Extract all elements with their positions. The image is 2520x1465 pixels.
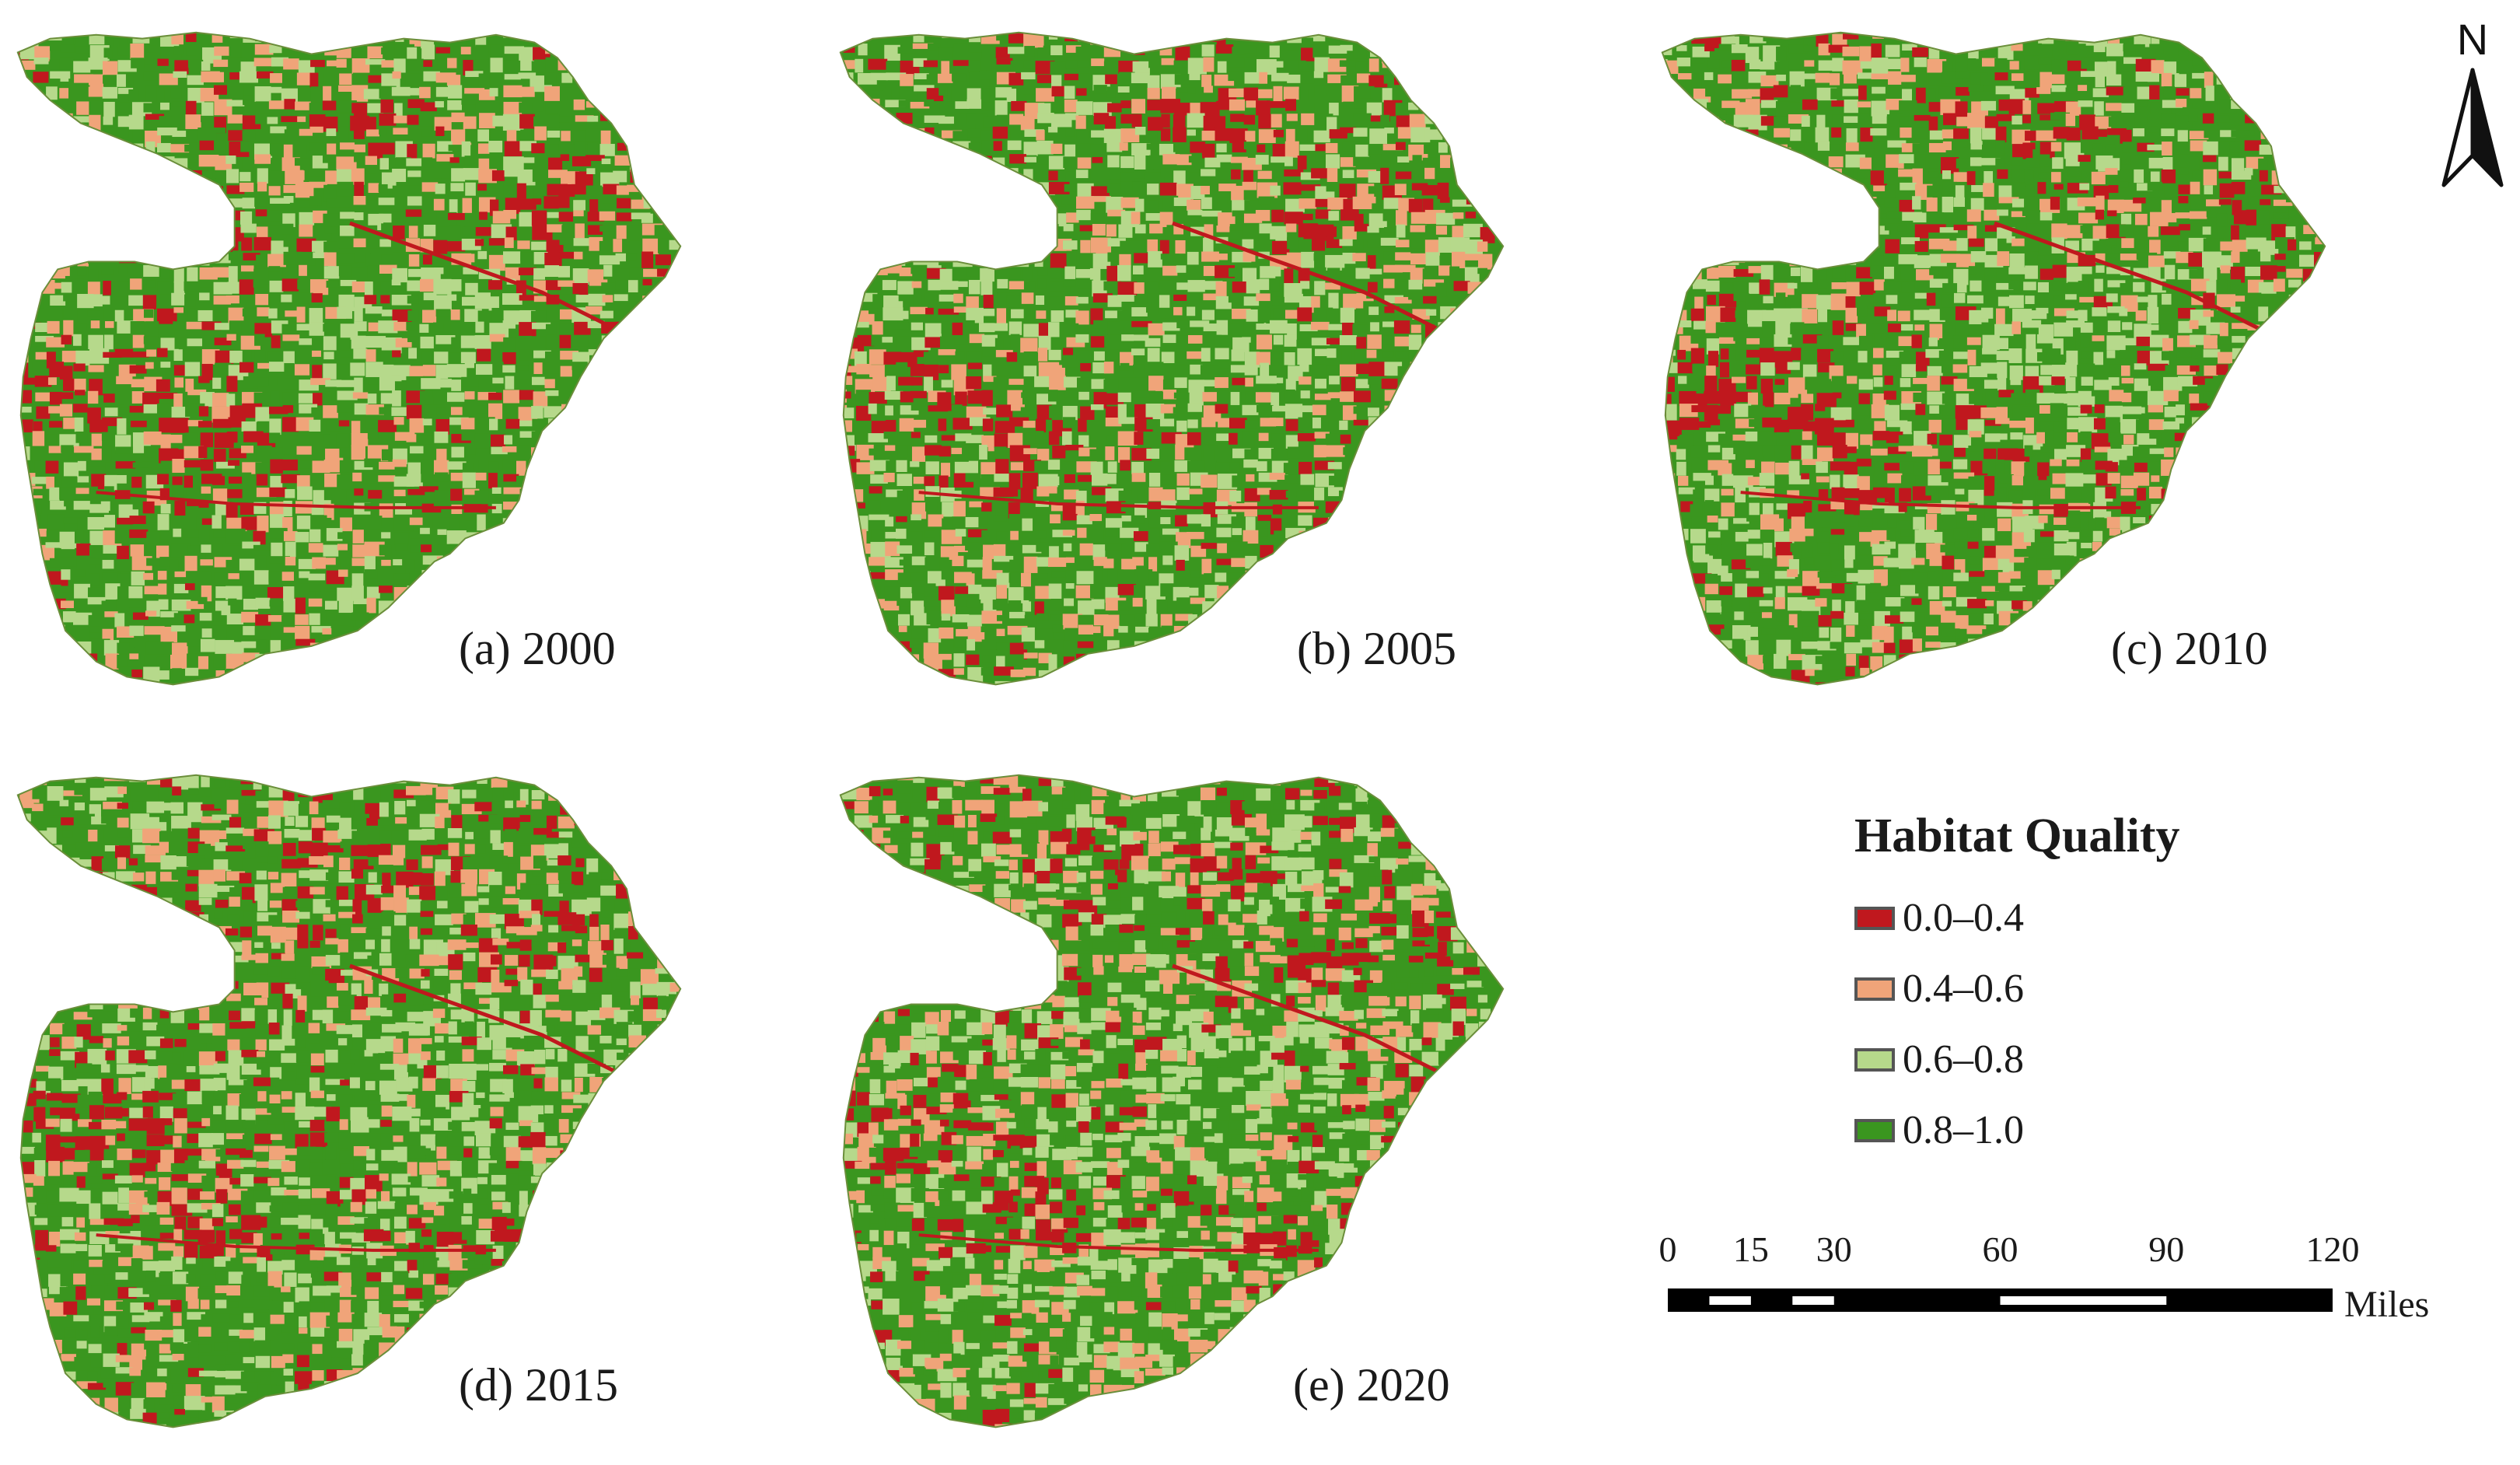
legend-swatch (1854, 906, 1895, 930)
habitat-quality-raster (17, 774, 681, 1428)
scale-bar-graphic (1668, 1288, 2333, 1312)
scale-tick-label: 120 (2305, 1229, 2360, 1269)
north-arrow-icon: N (2441, 16, 2504, 187)
region-boundary (16, 31, 682, 686)
region-boundary (1661, 31, 2326, 686)
habitat-quality-raster (840, 774, 1504, 1428)
panel-caption: (e) 2020 (1293, 1359, 1450, 1411)
legend-swatch (1854, 1047, 1895, 1072)
map-panel-2010: (c) 2010 (1644, 16, 2344, 708)
panel-caption: (d) 2015 (459, 1359, 618, 1411)
map-panel-2020: (e) 2020 (823, 758, 1522, 1450)
scale-tick-label: 30 (1816, 1229, 1852, 1269)
scale-bar-segment (1709, 1296, 1751, 1305)
habitat-map (16, 774, 682, 1428)
scale-bar: 0 15 30 60 90 120 Miles (1656, 1229, 2449, 1330)
legend-swatch (1854, 1118, 1895, 1142)
region-boundary (839, 31, 1505, 686)
legend: Habitat Quality 0.0–0.4 0.4–0.6 0.6–0.8 … (1854, 809, 2290, 1166)
habitat-map (1661, 31, 2326, 686)
region-boundary (16, 774, 682, 1428)
legend-label: 0.4–0.6 (1903, 967, 2024, 1011)
map-panel-2005: (b) 2005 (823, 16, 1522, 708)
legend-swatch (1854, 977, 1895, 1001)
panel-caption: (c) 2010 (2111, 623, 2268, 674)
legend-label: 0.8–1.0 (1903, 1108, 2024, 1152)
scale-unit: Miles (2344, 1284, 2430, 1325)
map-panel-2015: (d) 2015 (0, 758, 700, 1450)
habitat-quality-raster (1662, 32, 2326, 685)
habitat-quality-raster (840, 32, 1504, 685)
scale-tick-label: 60 (1982, 1229, 2018, 1269)
map-panel-2000: (a) 2000 (0, 16, 700, 708)
habitat-map (839, 774, 1505, 1428)
legend-title: Habitat Quality (1854, 809, 2180, 862)
scale-tick-label: 0 (1658, 1229, 1677, 1269)
legend-label: 0.0–0.4 (1903, 896, 2024, 940)
habitat-map (839, 31, 1505, 686)
legend-item: 0.8–1.0 (1854, 1095, 2290, 1166)
scale-tick-label: 15 (1732, 1229, 1769, 1269)
legend-item: 0.0–0.4 (1854, 883, 2290, 953)
scale-bar-segment (1792, 1296, 1834, 1305)
panel-caption: (b) 2005 (1297, 623, 1456, 674)
legend-item: 0.4–0.6 (1854, 953, 2290, 1024)
habitat-quality-raster (17, 32, 681, 685)
panel-caption: (a) 2000 (459, 623, 616, 674)
habitat-map (16, 31, 682, 686)
scale-bar-segment (2000, 1296, 2167, 1305)
legend-label: 0.6–0.8 (1903, 1037, 2024, 1082)
north-label: N (2457, 16, 2488, 64)
scale-tick-label: 90 (2148, 1229, 2185, 1269)
region-boundary (839, 774, 1505, 1428)
legend-item: 0.6–0.8 (1854, 1024, 2290, 1095)
